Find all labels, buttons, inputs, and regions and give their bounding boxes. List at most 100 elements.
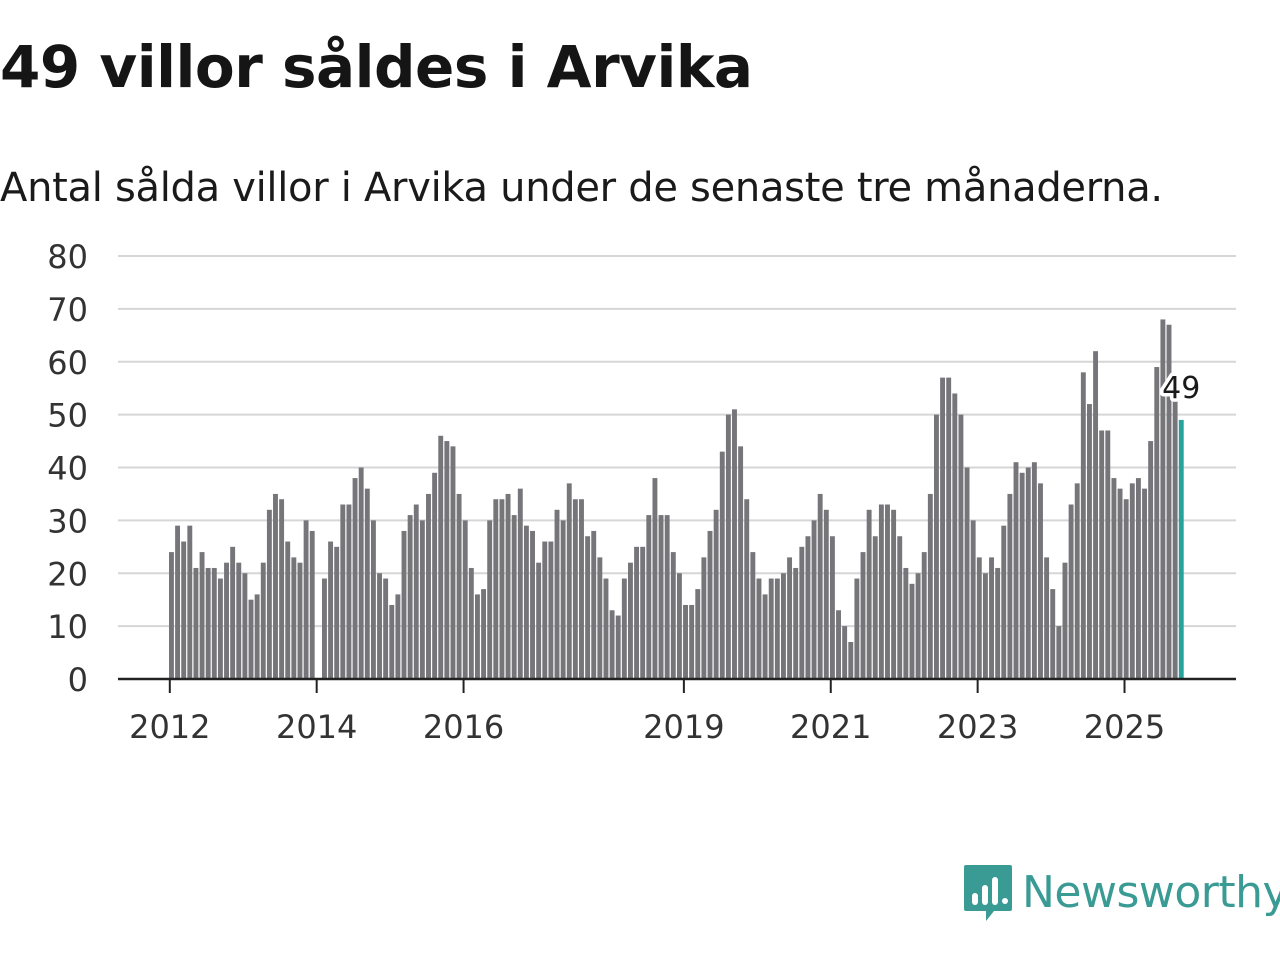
bar	[481, 589, 487, 679]
bar	[1038, 483, 1043, 679]
bar	[848, 641, 854, 679]
bar	[450, 446, 456, 679]
bar	[193, 567, 199, 679]
bar	[603, 578, 609, 679]
bar	[707, 530, 713, 679]
bar	[768, 578, 774, 679]
bar	[989, 557, 994, 679]
bar	[646, 515, 652, 679]
bar	[199, 552, 205, 679]
bar	[823, 509, 829, 679]
bar	[732, 409, 737, 679]
bar	[364, 488, 370, 679]
bar	[1074, 483, 1080, 679]
x-tick-label: 2023	[937, 708, 1018, 746]
bar	[432, 472, 438, 679]
x-tick-label: 2014	[276, 708, 357, 746]
bar	[658, 515, 664, 679]
bar	[1080, 372, 1086, 679]
bar	[1148, 441, 1154, 679]
bar	[517, 488, 523, 679]
bars	[169, 319, 1184, 679]
bar	[756, 578, 762, 679]
bar	[493, 499, 499, 679]
bar	[738, 446, 744, 679]
bar	[554, 509, 560, 679]
chart-subtitle: Antal sålda villor i Arvika under de sen…	[0, 165, 1163, 211]
bar	[370, 520, 376, 679]
bar	[970, 520, 976, 679]
bar	[609, 610, 615, 679]
bar	[1044, 557, 1050, 679]
bar	[1142, 488, 1147, 679]
bar	[285, 541, 291, 679]
y-tick-label: 20	[47, 555, 88, 593]
y-tick-label: 0	[68, 661, 88, 699]
bar	[713, 509, 719, 679]
bar	[591, 530, 597, 679]
bar	[566, 483, 572, 679]
x-axis: 2012 2014 2016 2019 2021 2023 2025	[129, 679, 1165, 746]
bar	[1123, 499, 1129, 679]
bar	[401, 530, 407, 679]
bar	[854, 578, 860, 679]
bar	[377, 573, 382, 679]
bar	[1172, 388, 1178, 679]
y-tick-label: 50	[47, 397, 88, 435]
bar	[279, 499, 285, 679]
bar	[542, 541, 548, 679]
y-tick-label: 80	[47, 238, 88, 276]
bar	[456, 493, 462, 679]
bar	[1001, 525, 1007, 679]
bar	[303, 520, 309, 679]
annotation: 49	[1159, 367, 1204, 409]
bar	[1062, 562, 1068, 679]
bar	[787, 557, 793, 679]
bar	[1099, 430, 1105, 679]
chart-title: 49 villor såldes i Arvika	[0, 33, 753, 101]
bar	[909, 583, 915, 679]
bar	[750, 552, 756, 679]
bar	[1019, 472, 1025, 679]
bar	[927, 493, 933, 679]
bar	[725, 414, 731, 679]
y-axis: 0 10 20 30 40 50 60 70 80	[47, 238, 88, 699]
bar	[1013, 462, 1019, 679]
bar	[475, 594, 480, 679]
bar	[328, 541, 334, 679]
bar	[536, 562, 542, 679]
bar	[878, 504, 884, 679]
bar	[346, 504, 352, 679]
bar	[352, 478, 358, 679]
bar	[1025, 467, 1031, 679]
bar	[1166, 324, 1172, 679]
bar	[1050, 589, 1056, 679]
bar	[885, 504, 890, 679]
bar	[829, 536, 835, 679]
x-tick-label: 2021	[790, 708, 871, 746]
bar	[1160, 319, 1166, 679]
bar	[860, 552, 866, 679]
bar	[872, 536, 878, 679]
bar-highlight	[1178, 419, 1184, 679]
bar	[664, 515, 670, 679]
bar	[676, 573, 682, 679]
bar	[297, 562, 303, 679]
bar	[628, 562, 633, 679]
bar	[934, 414, 939, 679]
bar	[921, 552, 927, 679]
bar	[499, 499, 505, 679]
bar	[793, 567, 799, 679]
bar	[1154, 367, 1160, 679]
bar	[842, 626, 848, 679]
bar	[891, 509, 897, 679]
bar	[915, 573, 921, 679]
bar	[273, 493, 278, 679]
newsworthy-logo-icon	[964, 865, 1012, 921]
bar	[413, 504, 419, 679]
bar	[946, 377, 952, 679]
bar	[181, 541, 187, 679]
bar	[1129, 483, 1135, 679]
bar	[1117, 488, 1123, 679]
bar	[175, 525, 181, 679]
